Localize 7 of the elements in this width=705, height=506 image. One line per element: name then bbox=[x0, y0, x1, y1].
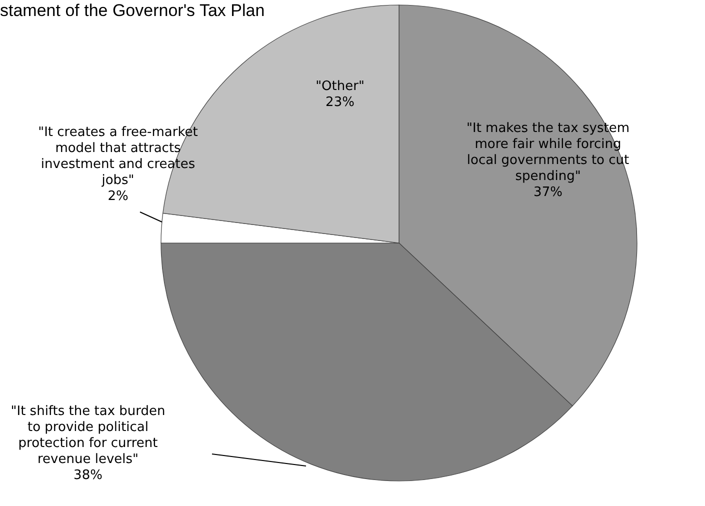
data-label: 23% bbox=[326, 95, 354, 110]
slice-label: "Other" bbox=[316, 79, 364, 94]
data-label: 38% bbox=[74, 468, 102, 483]
slice-label: "It shifts the tax burden to provide political protection for current revenue levels" bbox=[10, 404, 166, 467]
chart-title: stament of the Governor's Tax Plan bbox=[0, 1, 265, 20]
data-label: 2% bbox=[108, 189, 128, 204]
data-label: 37% bbox=[534, 185, 562, 200]
